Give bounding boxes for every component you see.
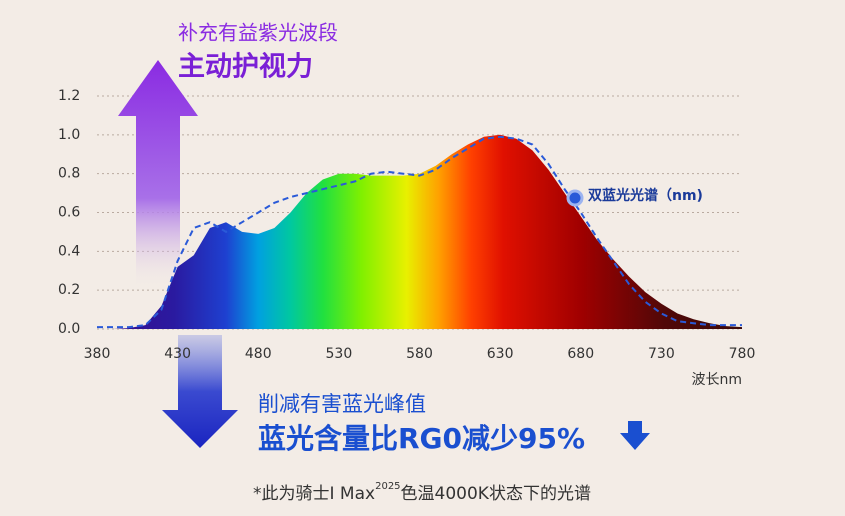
- x-tick-label: 680: [567, 346, 594, 362]
- up-arrow: [118, 60, 198, 290]
- down-arrow: [162, 335, 238, 448]
- y-tick-label: 0.0: [58, 321, 80, 337]
- x-tick-label: 780: [729, 346, 756, 362]
- y-tick-label: 1.2: [58, 88, 80, 104]
- x-tick-label: 580: [406, 346, 433, 362]
- spectrum-area: [97, 134, 742, 329]
- legend-marker: [566, 189, 584, 207]
- annotation: 削减有害蓝光峰值: [258, 392, 426, 416]
- y-tick-label: 0.8: [58, 166, 80, 182]
- x-tick-label: 530: [326, 346, 353, 362]
- footnote-sup: 2025: [375, 481, 400, 492]
- x-tick-label: 480: [245, 346, 272, 362]
- x-tick-label: 430: [164, 346, 191, 362]
- title: 补充有益紫光波段: [178, 21, 338, 45]
- footnote-part: *此为骑士I Max: [253, 484, 375, 504]
- x-axis-label: 波长nm: [691, 372, 742, 388]
- y-tick-label: 0.6: [58, 205, 80, 221]
- annotation: 蓝光含量比RG0减少95%: [258, 422, 585, 455]
- x-tick-label: 730: [648, 346, 675, 362]
- legend-label: 双蓝光光谱（nm): [588, 187, 703, 204]
- down-icon: [620, 421, 650, 450]
- x-tick-label: 630: [487, 346, 514, 362]
- subtitle: 主动护视力: [178, 52, 313, 83]
- spectrum-line: [97, 135, 742, 329]
- footnote-part: 色温4000K状态下的光谱: [401, 484, 591, 504]
- footnote: *此为骑士I Max2025色温4000K状态下的光谱: [253, 481, 591, 504]
- y-tick-label: 0.2: [58, 282, 80, 298]
- x-tick-label: 380: [84, 346, 111, 362]
- y-tick-label: 1.0: [58, 127, 80, 143]
- y-tick-label: 0.4: [58, 243, 80, 259]
- plot: [97, 134, 742, 329]
